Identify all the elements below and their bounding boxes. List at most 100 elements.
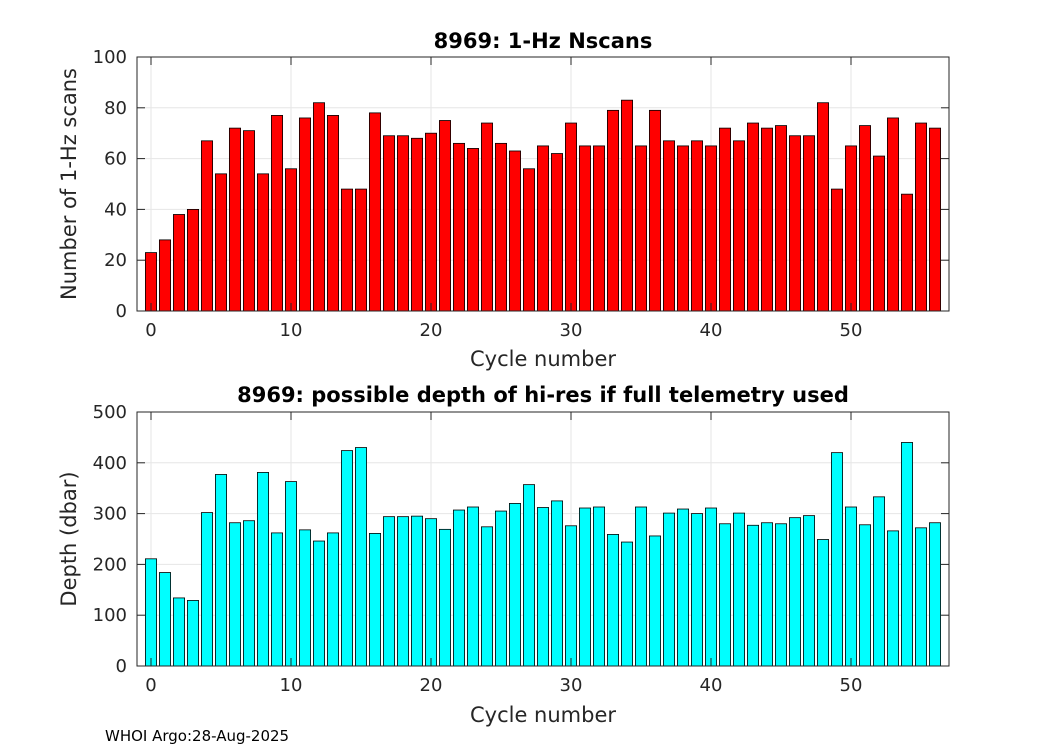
- nscans-y-tick-label: 0: [116, 301, 127, 322]
- nscans-bar: [354, 188, 367, 312]
- depth-y-axis-label: Depth (dbar): [57, 471, 81, 606]
- nscans-bar: [368, 112, 381, 312]
- nscans-bar: [915, 122, 928, 312]
- nscans-bar: [523, 168, 536, 312]
- depth-y-tick-label: 400: [93, 453, 127, 474]
- depth-y-tick-label: 0: [116, 656, 127, 677]
- depth-bar: [579, 507, 592, 667]
- depth-bar: [480, 526, 493, 667]
- depth-bar: [831, 452, 844, 667]
- depth-bar: [340, 450, 353, 667]
- nscans-bar: [705, 145, 718, 312]
- depth-bar: [172, 597, 185, 667]
- depth-bar: [452, 509, 465, 667]
- depth-y-tick-label: 500: [93, 402, 127, 423]
- depth-title: 8969: possible depth of hi-res if full t…: [237, 383, 849, 407]
- nscans-bar: [663, 140, 676, 312]
- depth-x-tick-label: 10: [280, 675, 303, 696]
- nscans-chart: 0 10 20 30 40 50 0 20 40 60 80 100 8969: 1-Hz Nscan…: [57, 29, 950, 371]
- nscans-bar: [214, 173, 227, 312]
- depth-bar: [845, 506, 858, 667]
- nscans-bar: [579, 145, 592, 312]
- nscans-x-axis-label: Cycle number: [470, 347, 616, 371]
- nscans-x-tick-label: 0: [145, 320, 156, 341]
- nscans-x-tick-label: 10: [280, 320, 303, 341]
- nscans-bar: [537, 145, 550, 312]
- nscans-bar: [480, 122, 493, 312]
- depth-bar: [256, 472, 269, 667]
- nscans-bar: [649, 109, 662, 312]
- nscans-bar: [326, 115, 339, 312]
- nscans-bar: [172, 214, 185, 312]
- depth-bar: [312, 540, 325, 667]
- nscans-y-tick-label: 20: [104, 250, 127, 271]
- depth-y-tick-label: 100: [93, 605, 127, 626]
- depth-bar: [228, 522, 241, 667]
- depth-bar: [663, 512, 676, 667]
- nscans-axes-box: [136, 56, 950, 312]
- depth-bar: [915, 527, 928, 667]
- depth-bar: [368, 533, 381, 667]
- depth-x-axis-label: Cycle number: [470, 703, 616, 727]
- nscans-title: 8969: 1-Hz Nscans: [434, 29, 653, 53]
- nscans-bar: [382, 135, 395, 312]
- nscans-bar: [887, 117, 900, 312]
- nscans-bar: [817, 102, 830, 312]
- depth-bar: [158, 572, 171, 667]
- nscans-bar: [494, 142, 507, 312]
- depth-bar: [705, 507, 718, 667]
- nscans-bar: [410, 137, 423, 312]
- nscans-bar: [565, 122, 578, 312]
- nscans-bar: [775, 125, 788, 312]
- nscans-x-tick-label: 20: [420, 320, 443, 341]
- nscans-bar: [284, 168, 297, 312]
- nscans-bar: [158, 239, 171, 312]
- depth-bar: [607, 534, 620, 667]
- depth-bar: [747, 524, 760, 667]
- depth-y-tick-label: 300: [93, 504, 127, 525]
- nscans-bar: [298, 117, 311, 312]
- nscans-x-tick-label: 30: [560, 320, 583, 341]
- nscans-bar: [438, 120, 451, 312]
- depth-bar: [494, 510, 507, 667]
- nscans-bar: [831, 188, 844, 312]
- depth-bar: [859, 524, 872, 667]
- nscans-bar: [396, 135, 409, 312]
- nscans-bar: [452, 142, 465, 312]
- nscans-bar: [859, 125, 872, 312]
- nscans-bar: [901, 193, 914, 312]
- depth-bar: [929, 522, 942, 667]
- depth-bar: [354, 447, 367, 667]
- depth-bar: [200, 512, 213, 667]
- depth-x-tick-label: 50: [840, 675, 863, 696]
- depth-bar: [523, 484, 536, 667]
- nscans-x-tick-label: 50: [840, 320, 863, 341]
- depth-bar: [761, 522, 774, 667]
- nscans-bar: [242, 130, 255, 312]
- depth-bar: [817, 539, 830, 667]
- depth-bar: [803, 515, 816, 667]
- nscans-bar: [256, 173, 269, 312]
- depth-bar: [691, 513, 704, 667]
- nscans-bar: [340, 188, 353, 312]
- nscans-bars: [144, 99, 942, 312]
- depth-bar: [298, 529, 311, 667]
- depth-bar: [396, 516, 409, 667]
- nscans-bar: [424, 132, 437, 312]
- depth-bars: [144, 442, 942, 667]
- depth-axes-box: [136, 411, 950, 667]
- depth-bar: [410, 515, 423, 667]
- nscans-bar: [228, 127, 241, 312]
- nscans-bar: [200, 140, 213, 312]
- nscans-bar: [845, 145, 858, 312]
- nscans-bar: [508, 150, 521, 312]
- nscans-bar: [270, 115, 283, 312]
- nscans-bar: [621, 99, 634, 312]
- nscans-y-tick-label: 60: [104, 149, 127, 170]
- depth-bar: [186, 600, 199, 667]
- depth-bar: [873, 496, 886, 667]
- depth-bar: [270, 532, 283, 667]
